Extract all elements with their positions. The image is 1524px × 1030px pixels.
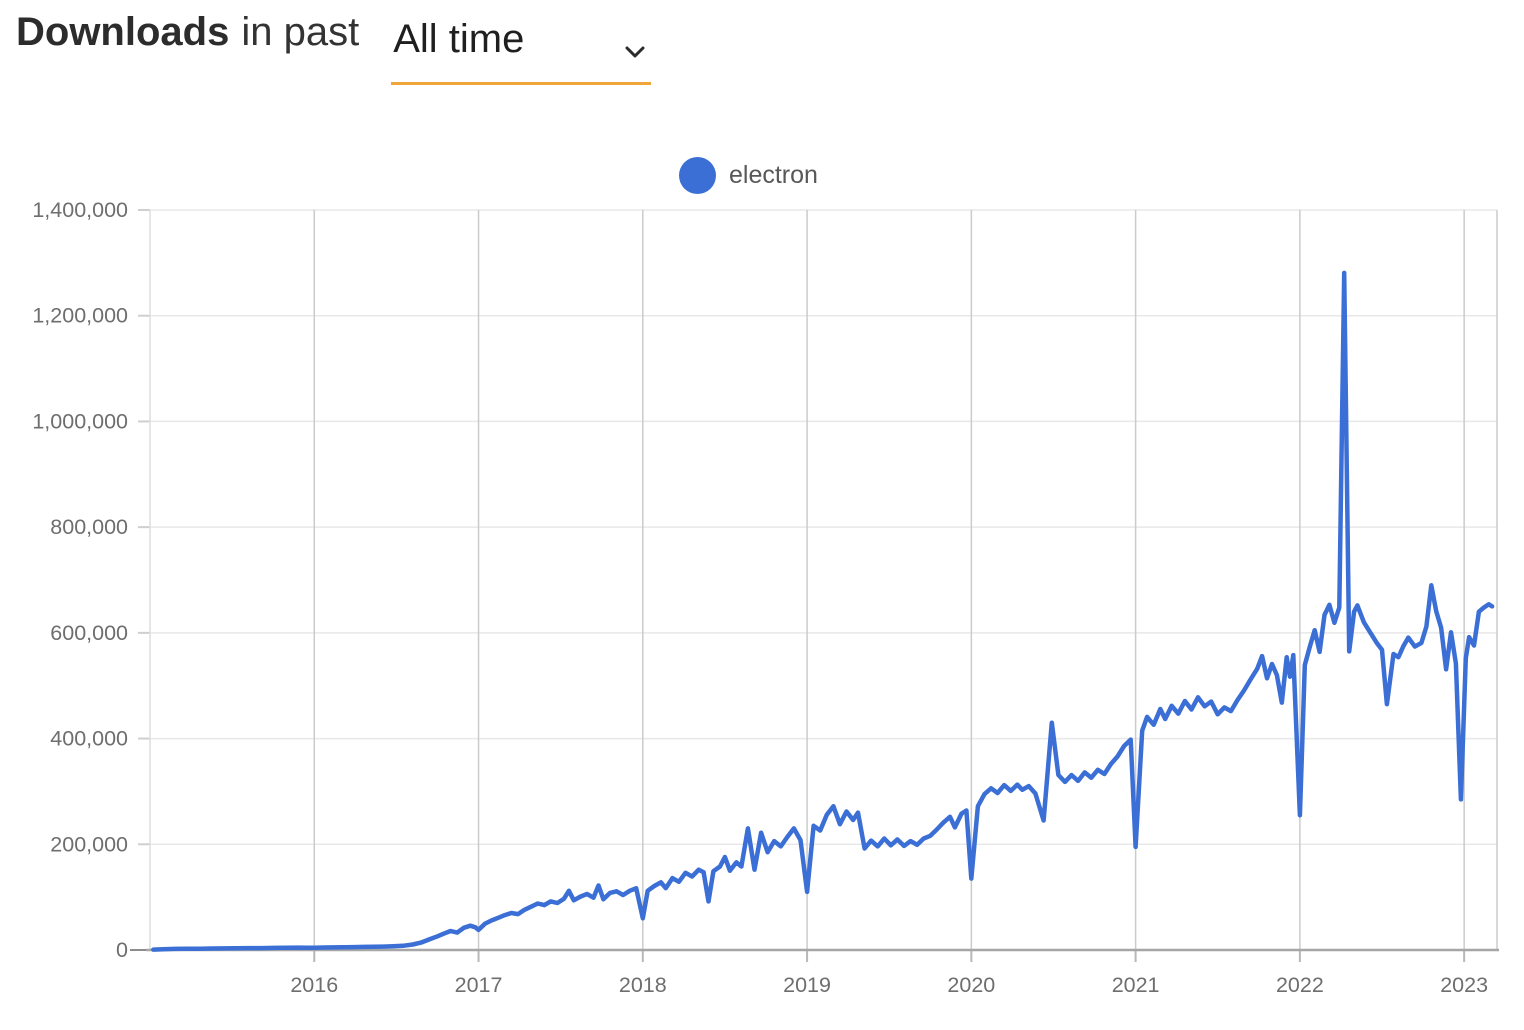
- y-tick-label: 0: [116, 938, 128, 962]
- legend-label: electron: [729, 161, 818, 189]
- period-select[interactable]: All time: [391, 8, 652, 85]
- x-tick-label: 2017: [455, 973, 503, 997]
- page-header: Downloads in past All time: [16, 8, 652, 85]
- page-title-suffix: in past: [241, 10, 360, 54]
- x-tick-label: 2019: [783, 973, 831, 997]
- y-tick-label: 1,200,000: [32, 304, 128, 328]
- page-title: Downloads: [16, 10, 230, 54]
- y-tick-label: 1,000,000: [32, 409, 128, 433]
- series-line-electron: [151, 270, 1495, 952]
- legend-item-electron[interactable]: electron: [679, 157, 818, 194]
- x-tick-label: 2016: [290, 973, 338, 997]
- period-select-value: All time: [393, 17, 525, 61]
- x-tick-label: 2020: [947, 973, 995, 997]
- y-tick-label: 200,000: [50, 832, 128, 856]
- y-tick-label: 1,400,000: [32, 198, 128, 222]
- y-tick-label: 600,000: [50, 621, 128, 645]
- x-tick-label: 2018: [619, 973, 667, 997]
- x-tick-label: 2021: [1112, 973, 1160, 997]
- y-tick-label: 400,000: [50, 727, 128, 751]
- y-tick-label: 800,000: [50, 515, 128, 539]
- x-tick-label: 2023: [1440, 973, 1488, 997]
- legend-dot: [679, 157, 716, 194]
- x-tick-label: 2022: [1276, 973, 1324, 997]
- chevron-down-icon: [625, 22, 645, 70]
